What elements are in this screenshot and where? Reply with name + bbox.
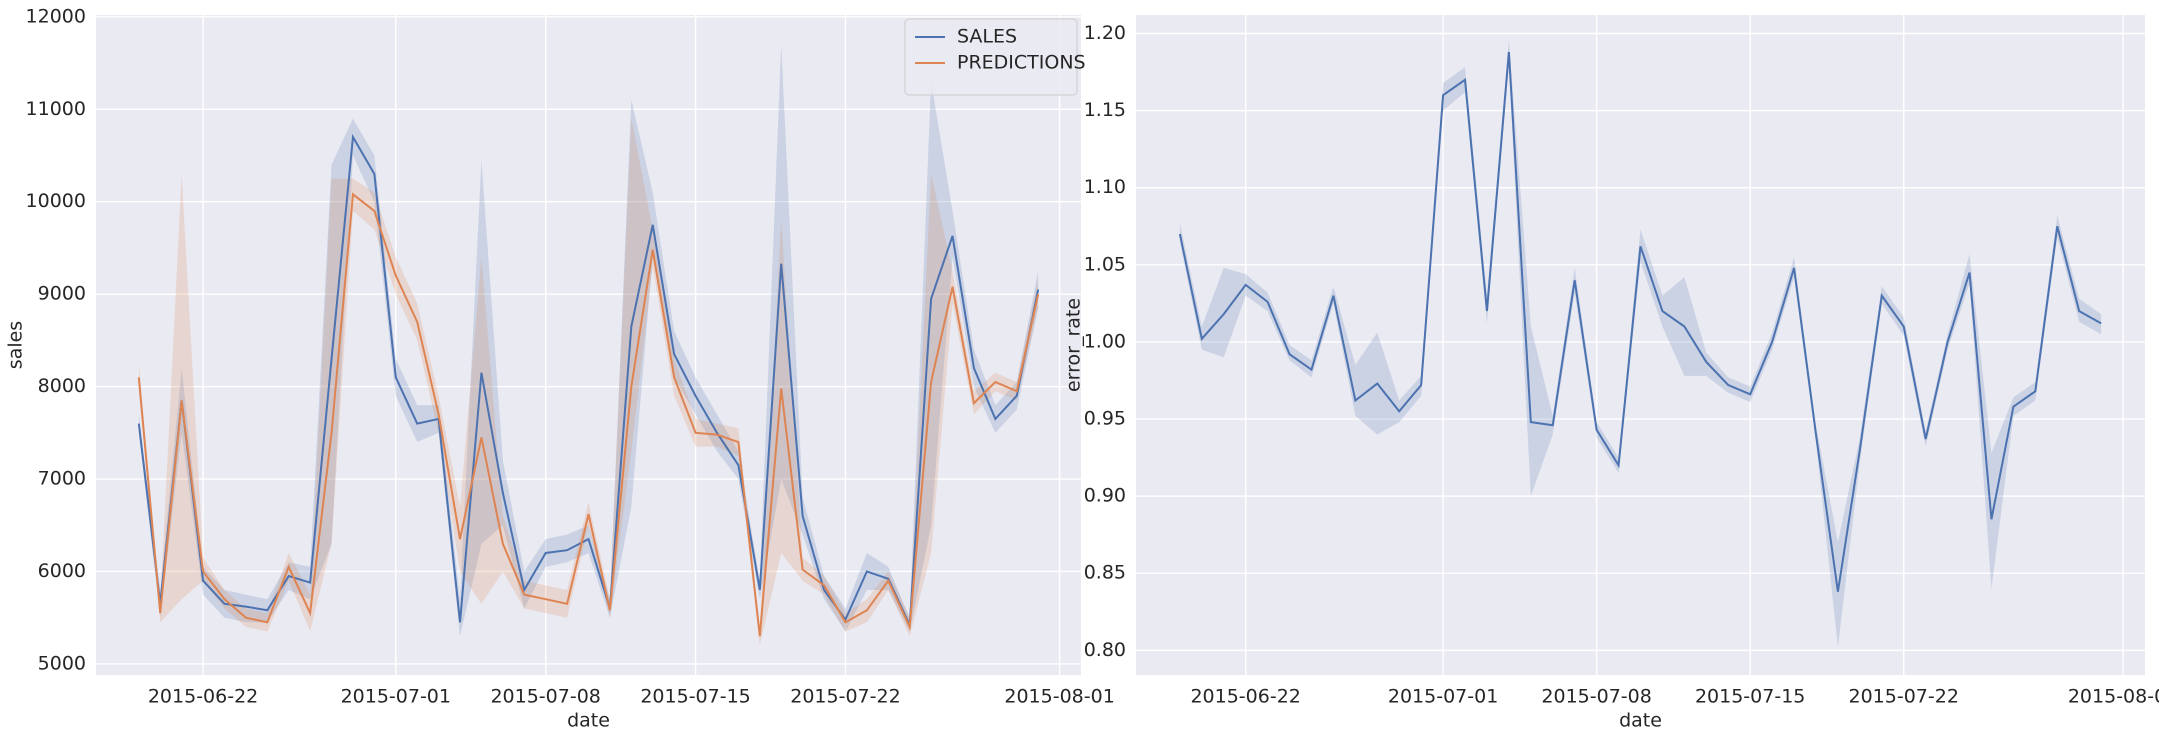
y-tick-label: 1.10 bbox=[1084, 176, 1126, 198]
y-tick-label: 1.15 bbox=[1084, 99, 1126, 121]
y-tick-label: 5000 bbox=[38, 652, 86, 674]
legend-label: PREDICTIONS bbox=[957, 52, 1086, 74]
x-axis-label: date bbox=[1619, 710, 1662, 732]
x-tick-label: 2015-07-15 bbox=[1695, 686, 1805, 708]
y-axis-label: sales bbox=[5, 321, 27, 369]
y-tick-label: 0.85 bbox=[1084, 562, 1126, 584]
legend-label: SALES bbox=[957, 26, 1017, 48]
x-tick-label: 2015-07-01 bbox=[1388, 686, 1498, 708]
y-tick-label: 8000 bbox=[38, 375, 86, 397]
legend-box bbox=[904, 18, 1078, 96]
x-axis-label: date bbox=[567, 710, 610, 732]
x-tick-label: 2015-08-01 bbox=[1004, 686, 1114, 708]
data-line bbox=[137, 192, 1040, 637]
x-tick-label: 2015-07-22 bbox=[790, 686, 900, 708]
y-tick-label: 1.00 bbox=[1084, 330, 1126, 352]
data-line bbox=[1178, 51, 2102, 592]
y-tick-label: 10000 bbox=[26, 190, 86, 212]
x-tick-label: 2015-07-08 bbox=[1541, 686, 1651, 708]
y-tick-label: 0.80 bbox=[1084, 639, 1126, 661]
x-tick-label: 2015-06-22 bbox=[148, 686, 258, 708]
y-tick-label: 7000 bbox=[38, 468, 86, 490]
y-tick-label: 1.05 bbox=[1084, 253, 1126, 275]
y-tick-label: 1.20 bbox=[1084, 22, 1126, 44]
data-line bbox=[137, 133, 1040, 626]
y-axis-label: error_rate bbox=[1063, 298, 1085, 392]
x-tick-label: 2015-07-08 bbox=[490, 686, 600, 708]
x-tick-label: 2015-07-01 bbox=[341, 686, 451, 708]
y-tick-label: 12000 bbox=[26, 5, 86, 27]
x-tick-label: 2015-08-01 bbox=[2068, 686, 2159, 708]
x-tick-label: 2015-07-22 bbox=[1849, 686, 1959, 708]
y-tick-label: 11000 bbox=[26, 98, 86, 120]
y-tick-label: 6000 bbox=[38, 560, 86, 582]
y-tick-label: 0.95 bbox=[1084, 408, 1126, 430]
y-tick-label: 0.90 bbox=[1084, 485, 1126, 507]
x-tick-label: 2015-06-22 bbox=[1190, 686, 1300, 708]
x-tick-label: 2015-07-15 bbox=[640, 686, 750, 708]
y-tick-label: 9000 bbox=[38, 283, 86, 305]
plot-background bbox=[96, 15, 1081, 675]
